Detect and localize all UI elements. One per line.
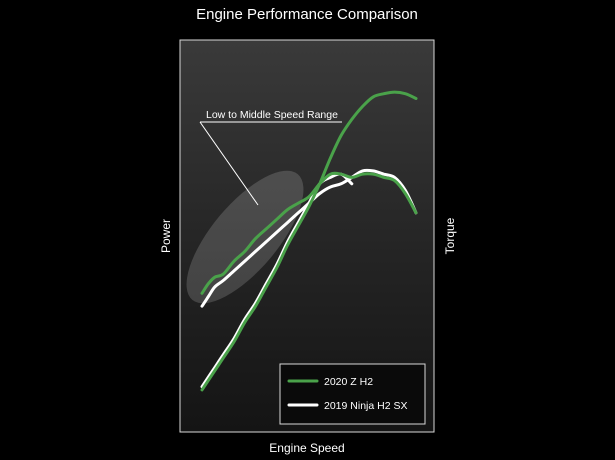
annotation-leader-line (199, 121, 259, 206)
y-axis-label-torque: Torque (443, 217, 457, 254)
chart-title: Engine Performance Comparison (196, 6, 418, 23)
annotation-label: Low to Middle Speed Range (206, 109, 338, 121)
torque-curve-2020-z-h2 (200, 171, 418, 295)
series-layer (200, 90, 418, 392)
x-axis-label: Engine Speed (269, 441, 344, 455)
y-axis-label-power: Power (159, 219, 173, 253)
torque-curve-2019-ninja-h2-sx (200, 168, 418, 308)
legend-box (279, 363, 426, 425)
legend: 2020 Z H2 2019 Ninja H2 SX (279, 363, 426, 425)
legend-label-z-h2: 2020 Z H2 (324, 376, 373, 388)
legend-label-ninja-h2-sx: 2019 Ninja H2 SX (324, 400, 407, 412)
speed-range-highlight (186, 170, 304, 304)
power-curve-2020-z-h2 (200, 90, 418, 392)
